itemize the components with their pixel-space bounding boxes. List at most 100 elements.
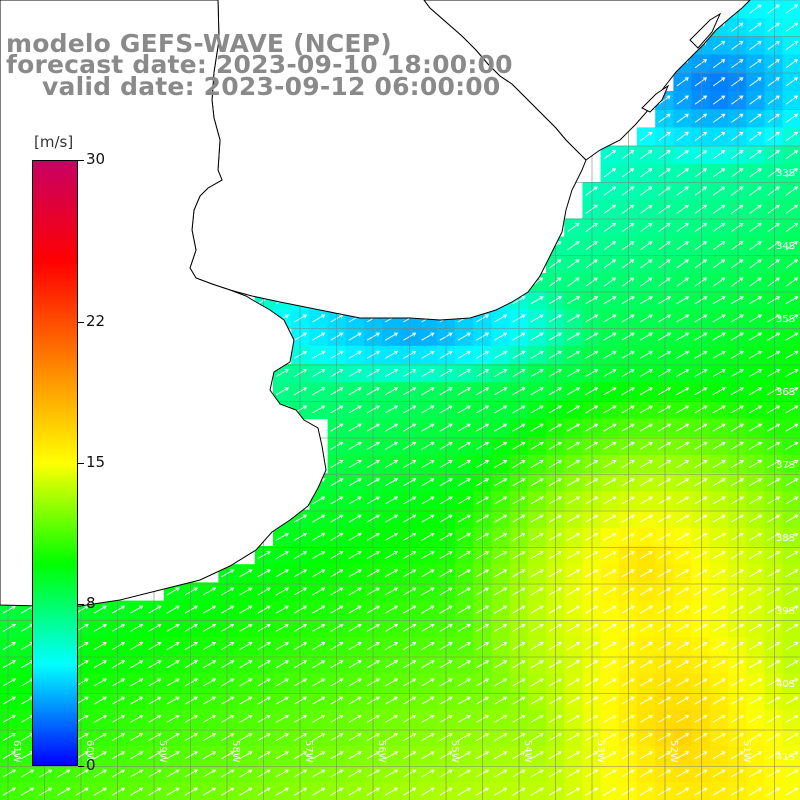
wind-arrow <box>767 259 780 269</box>
wind-arrow <box>166 605 180 614</box>
wind-arrow <box>731 40 744 50</box>
wind-arrow <box>585 296 599 305</box>
wind-arrow <box>694 751 708 760</box>
wind-arrow <box>312 532 326 541</box>
wind-arrow <box>658 186 671 196</box>
wind-arrow <box>730 751 744 760</box>
wind-arrow <box>530 769 544 778</box>
wind-arrow <box>166 642 180 650</box>
wind-arrow <box>457 714 471 723</box>
wind-arrow <box>348 369 362 377</box>
wind-arrow <box>657 733 672 741</box>
wind-arrow <box>785 168 799 178</box>
wind-arrow <box>785 131 799 141</box>
wind-arrow <box>785 751 799 760</box>
wind-arrow <box>694 569 708 578</box>
wind-arrow <box>639 441 653 450</box>
longitude-label: 54W <box>522 740 533 763</box>
wind-arrow <box>148 751 162 760</box>
wind-arrow <box>676 168 689 178</box>
wind-arrow <box>312 714 326 723</box>
wind-arrow <box>421 787 435 796</box>
wind-arrow <box>166 696 180 705</box>
wind-arrow <box>130 623 144 632</box>
wind-arrow <box>239 642 253 650</box>
wind-arrow <box>748 714 763 723</box>
wind-arrow <box>384 751 399 760</box>
wind-arrow <box>730 660 744 669</box>
wind-arrow <box>749 259 762 269</box>
wind-arrow <box>530 296 544 305</box>
wind-arrow <box>221 660 235 669</box>
wind-arrow <box>566 696 581 705</box>
wind-arrow <box>767 642 781 650</box>
wind-arrow <box>676 569 690 578</box>
wind-arrow <box>384 696 399 705</box>
latitude-label: 39S <box>776 606 795 617</box>
wind-arrow <box>603 496 617 505</box>
wind-arrow <box>421 514 435 523</box>
wind-arrow <box>748 623 763 632</box>
wind-arrow <box>676 769 690 778</box>
wind-arrow <box>676 733 690 741</box>
latitude-label: 38S <box>776 533 795 544</box>
wind-arrow <box>749 131 762 141</box>
wind-arrow <box>530 369 544 377</box>
wind-arrow <box>111 714 126 723</box>
wind-arrow <box>93 642 107 650</box>
wind-arrow <box>184 751 198 760</box>
wind-arrow <box>731 131 744 141</box>
wind-arrow <box>712 59 726 69</box>
wind-arrow <box>312 787 326 796</box>
wind-arrow <box>384 350 399 359</box>
wind-arrow <box>457 769 471 778</box>
wind-arrow <box>712 478 726 487</box>
colorbar <box>32 160 78 766</box>
wind-arrow <box>530 405 544 414</box>
wind-arrow <box>566 751 581 760</box>
wind-arrow <box>494 787 508 796</box>
wind-arrow <box>785 77 799 87</box>
wind-arrow <box>767 733 781 741</box>
wind-arrow <box>730 350 744 359</box>
wind-arrow <box>712 605 726 614</box>
wind-arrow <box>111 733 126 741</box>
wind-arrow <box>239 733 253 741</box>
wind-arrow <box>694 678 708 687</box>
wind-arrow <box>130 769 144 778</box>
wind-arrow <box>275 714 289 723</box>
wind-arrow <box>585 478 599 487</box>
wind-arrow <box>548 369 562 377</box>
wind-arrow <box>312 332 326 341</box>
longitude-label: 55W <box>449 740 460 763</box>
wind-arrow <box>585 532 599 541</box>
wind-arrow <box>549 277 562 287</box>
wind-arrow <box>148 696 162 705</box>
wind-arrow <box>748 605 763 614</box>
wind-arrow <box>548 769 562 778</box>
wind-arrow <box>566 623 581 632</box>
wind-arrow <box>548 733 562 741</box>
wind-arrow <box>221 787 235 796</box>
wind-arrow <box>111 696 126 705</box>
wind-arrow <box>712 186 726 196</box>
wind-arrow <box>585 605 599 614</box>
wind-arrow <box>566 587 581 596</box>
wind-arrow <box>785 514 799 523</box>
wind-arrow <box>384 387 399 396</box>
wind-arrow <box>748 405 763 414</box>
wind-arrow <box>184 587 198 596</box>
wind-arrow <box>676 222 689 232</box>
wind-arrow <box>694 332 708 341</box>
wind-arrow <box>566 369 581 377</box>
wind-arrow <box>348 387 362 396</box>
wind-arrow <box>275 387 289 396</box>
wind-arrow <box>530 350 544 359</box>
wind-arrow <box>221 642 235 650</box>
wind-arrow <box>312 751 326 760</box>
wind-arrow <box>603 405 617 414</box>
wind-arrow <box>585 660 599 669</box>
wind-arrow <box>348 332 362 341</box>
wind-arrow <box>767 77 780 87</box>
wind-arrow <box>566 296 581 305</box>
